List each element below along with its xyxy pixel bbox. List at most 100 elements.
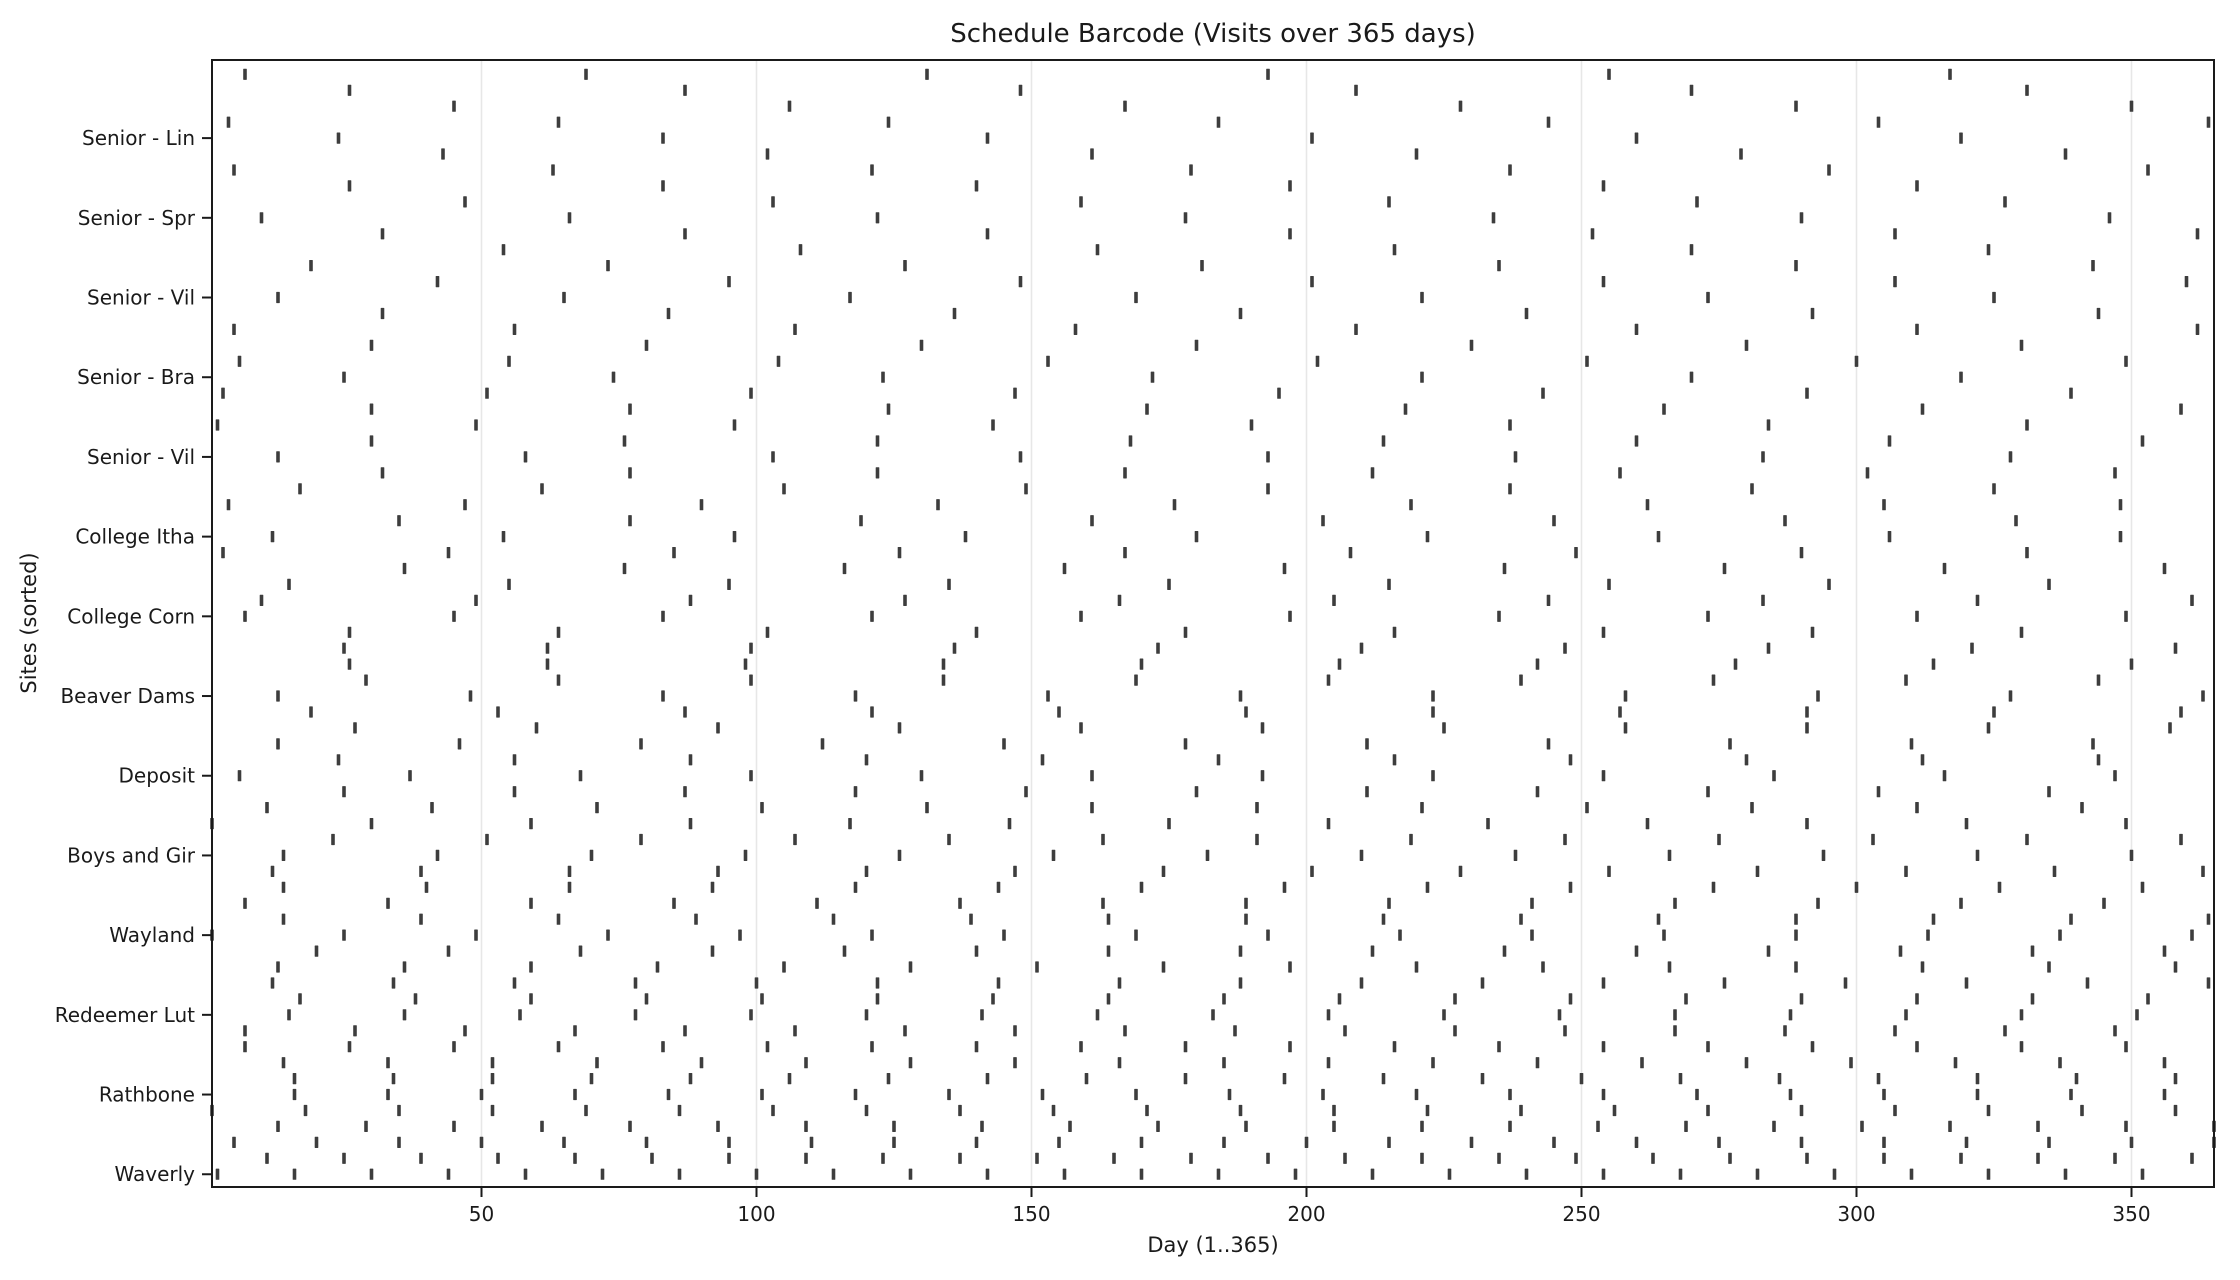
visit-mark [1343,1152,1347,1164]
visit-mark [1739,148,1743,160]
visit-mark [1678,1168,1683,1180]
visit-mark [1942,770,1947,782]
visit-mark [386,897,390,909]
visit-mark [925,68,929,80]
visit-mark [1915,180,1919,192]
visit-mark [342,371,346,383]
visit-mark [402,961,407,973]
visit-mark [221,547,225,559]
visit-mark [369,435,374,447]
visit-mark [870,610,874,622]
visit-mark [875,993,880,1005]
visit-mark [1095,1009,1100,1021]
visit-mark [864,754,869,766]
visit-mark [347,1041,352,1053]
visit-mark [369,1168,374,1180]
visit-mark [1007,818,1012,830]
visit-mark [342,642,346,654]
visit-mark [991,993,995,1005]
visit-mark [1288,1041,1292,1053]
visit-mark [1392,754,1397,766]
visit-mark [1706,291,1710,304]
visit-mark [1706,786,1710,798]
visit-mark [831,1168,836,1180]
visit-mark [1337,993,1342,1005]
visit-mark [749,1009,753,1021]
visit-mark [1744,754,1749,766]
visit-mark [1458,865,1463,877]
visit-mark [270,865,275,877]
visit-mark [1145,403,1149,415]
visit-mark [369,818,374,830]
visit-mark [776,355,781,367]
visit-mark [463,196,467,208]
visit-mark [793,833,797,846]
visit-mark [474,929,478,941]
y-tick-label: College Itha [75,525,195,549]
visit-mark [1568,754,1573,766]
visit-mark [1090,515,1094,527]
visit-mark [540,1120,544,1132]
visit-mark [1123,100,1127,112]
visit-mark [1486,818,1490,830]
visit-mark [562,1136,566,1148]
visit-mark [1216,1168,1221,1180]
visit-mark [1508,419,1512,431]
visit-mark [490,1073,495,1085]
visit-mark [974,945,979,957]
visit-mark [743,658,748,670]
visit-mark [1689,84,1694,96]
visit-mark [2047,961,2051,973]
visit-mark [1799,1136,1804,1148]
visit-mark [298,483,302,495]
visit-mark [1502,562,1507,575]
visit-mark [1904,1009,1908,1021]
visit-mark [765,148,770,160]
visit-mark [397,1136,401,1148]
visit-mark [1634,323,1639,335]
visit-mark [2168,722,2172,734]
visit-mark [1810,307,1815,320]
visit-mark [1986,1104,1991,1117]
visit-mark [875,467,880,479]
visit-mark [644,993,649,1005]
visit-mark [1915,993,1919,1005]
visit-mark [463,1025,467,1037]
visit-mark [1744,1057,1749,1069]
visit-mark [2113,1152,2117,1164]
visit-mark [1970,642,1974,654]
visit-mark [232,323,236,335]
visit-mark [1634,132,1639,144]
visit-mark [1326,1057,1331,1069]
visit-mark [2195,228,2200,240]
visit-mark [864,1104,869,1117]
visit-mark [1326,674,1331,686]
visit-mark [496,1152,500,1164]
x-tick-label: 50 [469,1202,494,1226]
visit-mark [919,339,924,351]
visit-mark [1975,849,1980,861]
visit-mark [683,84,687,96]
visit-mark [1711,881,1716,893]
visit-mark [1992,483,1996,495]
visit-mark [2008,451,2013,463]
visit-mark [336,754,341,766]
visit-mark [903,260,907,272]
visit-mark [1893,228,1897,240]
visit-mark [875,212,880,224]
visit-mark [749,674,753,686]
visit-mark [1491,212,1496,224]
visit-mark [2107,212,2112,224]
visit-mark [1238,945,1243,957]
visit-mark [1585,355,1589,367]
visit-mark [1717,1136,1721,1148]
visit-mark [347,626,352,638]
visit-mark [1354,84,1358,96]
visit-mark [600,1168,605,1180]
visit-mark [897,722,902,734]
visit-mark [661,180,665,192]
visit-mark [1508,1088,1512,1101]
visit-mark [402,562,407,575]
visit-mark [331,833,335,846]
